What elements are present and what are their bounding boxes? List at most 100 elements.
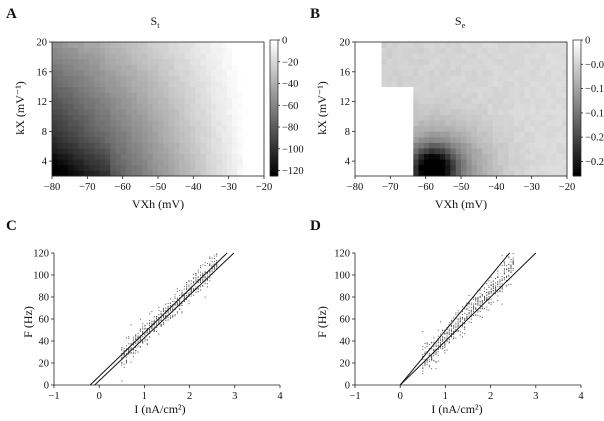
heatmap-cell	[397, 109, 404, 115]
heatmap-cell	[94, 164, 101, 171]
heatmap-cell	[508, 125, 515, 132]
heatmap-cell	[94, 81, 101, 88]
heatmap-cell	[105, 153, 111, 160]
heatmap-cell	[99, 131, 106, 138]
heatmap-cell	[195, 58, 201, 65]
heatmap-cell	[487, 120, 494, 127]
heatmap-cell	[99, 114, 106, 121]
heatmap-cell	[545, 109, 552, 115]
heatmap-cell	[163, 64, 169, 71]
heatmap-cell	[179, 81, 185, 88]
heatmap-cell	[508, 75, 515, 82]
scatter-point	[446, 341, 448, 343]
heatmap-cell	[57, 153, 63, 160]
heatmap-cell	[131, 42, 138, 48]
heatmap-cell	[439, 125, 446, 132]
heatmap-cell	[163, 120, 169, 127]
heatmap-cell	[78, 97, 85, 104]
heatmap-cell	[360, 114, 366, 121]
heatmap-cell	[535, 109, 541, 115]
heatmap-cell	[370, 109, 377, 115]
heatmap-cell	[142, 120, 148, 127]
heatmap-cell	[524, 114, 531, 121]
heatmap-cell	[360, 131, 366, 138]
heatmap-cell	[503, 47, 510, 54]
heatmap-cell	[397, 114, 404, 121]
heatmap-cell	[413, 164, 419, 171]
scatter-point	[433, 359, 435, 361]
colorbar-segment	[573, 83, 581, 86]
heatmap-cell	[439, 75, 446, 82]
heatmap-cell	[466, 42, 472, 48]
heatmap-cell	[402, 170, 409, 177]
colorbar-segment	[573, 144, 581, 147]
y-tick-label: 100	[33, 271, 49, 282]
heatmap-cell	[529, 81, 536, 88]
heatmap-cell	[545, 69, 552, 76]
heatmap-cell	[184, 69, 191, 76]
heatmap-cell	[105, 69, 111, 76]
heatmap-cell	[551, 114, 557, 121]
scatter-point	[444, 345, 446, 347]
scatter-point	[492, 290, 494, 292]
heatmap-cell	[450, 153, 457, 160]
heatmap-cell	[216, 42, 222, 48]
heatmap-cell	[248, 86, 254, 93]
scatter-point	[479, 301, 481, 303]
scatter-point	[193, 294, 195, 296]
heatmap-cell	[211, 53, 217, 60]
scatter-point	[510, 272, 512, 274]
heatmap-cell	[498, 64, 504, 71]
heatmap-cell	[136, 148, 143, 155]
heatmap-cell	[551, 86, 557, 93]
heatmap-cell	[455, 142, 462, 149]
scatter-point	[428, 348, 430, 350]
scatter-point	[137, 332, 139, 334]
heatmap-cell	[519, 136, 525, 143]
heatmap-cell	[551, 69, 557, 76]
heatmap-cell	[57, 131, 63, 138]
heatmap-cell	[78, 86, 85, 93]
heatmap-cell	[195, 136, 201, 143]
scatter-point	[470, 321, 472, 323]
heatmap-cell	[126, 103, 132, 110]
heatmap-cell	[83, 131, 90, 138]
heatmap-cell	[242, 47, 249, 54]
heatmap-cell	[498, 142, 504, 149]
heatmap-cell	[545, 86, 552, 93]
heatmap-cell	[67, 120, 74, 127]
heatmap-cell	[376, 92, 382, 99]
heatmap-cell	[365, 136, 372, 143]
scatter-point	[492, 284, 494, 286]
heatmap-cell	[471, 42, 478, 48]
heatmap-cell	[78, 69, 85, 76]
heatmap-cell	[179, 164, 185, 171]
heatmap-cell	[392, 86, 398, 93]
scatter-point	[473, 305, 475, 307]
heatmap-cell	[200, 53, 207, 60]
heatmap-cell	[392, 114, 398, 121]
scatter-point	[162, 323, 164, 325]
scatter-point	[139, 337, 141, 339]
heatmap-cell	[226, 92, 233, 99]
heatmap-cell	[402, 47, 409, 54]
heatmap-cell	[99, 109, 106, 115]
heatmap-cell	[195, 47, 201, 54]
heatmap-cell	[397, 64, 404, 71]
scatter-point	[461, 311, 463, 313]
scatter-point	[497, 291, 499, 293]
heatmap-cell	[365, 47, 372, 54]
heatmap-cell	[355, 153, 361, 160]
heatmap-cell	[386, 53, 393, 60]
heatmap-cell	[184, 131, 191, 138]
scatter-point	[461, 336, 463, 338]
scatter-point	[139, 335, 141, 337]
heatmap-cell	[89, 75, 95, 82]
heatmap-cell	[519, 92, 525, 99]
scatter-point	[466, 302, 468, 304]
heatmap-cell	[179, 159, 185, 166]
scatter-point	[142, 326, 144, 328]
scatter-point	[179, 309, 181, 311]
heatmap-cell	[439, 64, 446, 71]
heatmap-cell	[370, 58, 377, 65]
